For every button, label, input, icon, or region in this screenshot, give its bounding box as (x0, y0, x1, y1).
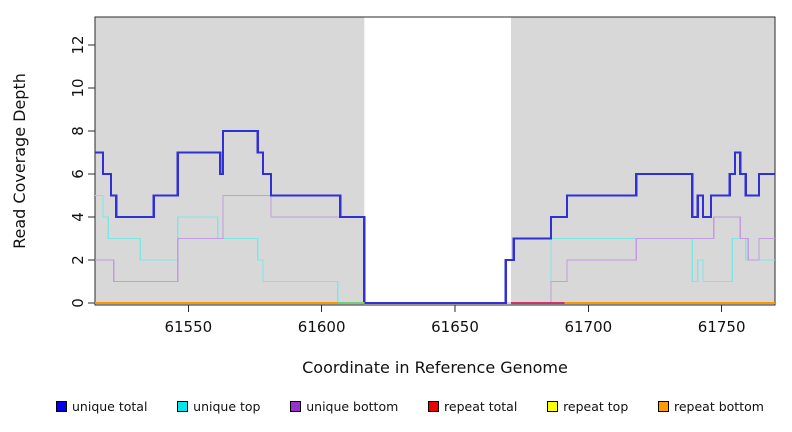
series-unique-bottom (95, 194, 775, 304)
legend-label-repeat-bottom: repeat bottom (674, 399, 764, 414)
legend-item-unique-bottom: unique bottom (290, 399, 398, 414)
y-tick-label: 0 (69, 298, 87, 308)
legend-label-repeat-top: repeat top (563, 399, 629, 414)
legend-swatch-repeat-top (547, 401, 559, 412)
y-tick-label: 8 (69, 126, 87, 136)
series-unique-top (95, 194, 775, 304)
y-tick-label: 12 (69, 35, 87, 54)
legend-item-unique-total: unique total (56, 399, 147, 414)
legend-label-repeat-total: repeat total (444, 399, 518, 414)
x-tick-label: 61600 (298, 318, 346, 336)
shaded-coverage-region (511, 17, 775, 305)
x-tick-label: 61750 (698, 318, 746, 336)
legend-item-unique-top: unique top (177, 399, 260, 414)
legend-item-repeat-top: repeat top (547, 399, 628, 414)
legend-swatch-unique-total (56, 401, 67, 412)
legend-swatch-unique-top (177, 401, 189, 412)
x-tick-label: 61650 (431, 318, 479, 336)
legend-item-repeat-total: repeat total (428, 399, 517, 414)
y-tick-label: 2 (69, 255, 87, 265)
x-axis-title: Coordinate in Reference Genome (302, 358, 568, 377)
y-axis-title: Read Coverage Depth (10, 73, 29, 249)
y-tick-label: 4 (69, 212, 87, 222)
legend-item-repeat-bottom: repeat bottom (658, 399, 764, 414)
x-tick-label: 61700 (564, 318, 612, 336)
legend-label-unique-total: unique total (72, 399, 148, 414)
y-tick-label: 10 (69, 78, 87, 97)
y-tick-label: 6 (69, 169, 87, 179)
legend-swatch-repeat-total (428, 401, 440, 412)
legend-swatch-repeat-bottom (658, 401, 669, 412)
plot-frame (94, 16, 776, 306)
legend-swatch-unique-bottom (290, 401, 302, 412)
legend: unique total unique top unique bottom re… (56, 399, 764, 414)
series-unique-total (95, 129, 775, 305)
shaded-coverage-region (95, 17, 365, 305)
legend-label-unique-top: unique top (193, 399, 261, 414)
legend-label-unique-bottom: unique bottom (306, 399, 399, 414)
x-tick-label: 61550 (164, 318, 212, 336)
